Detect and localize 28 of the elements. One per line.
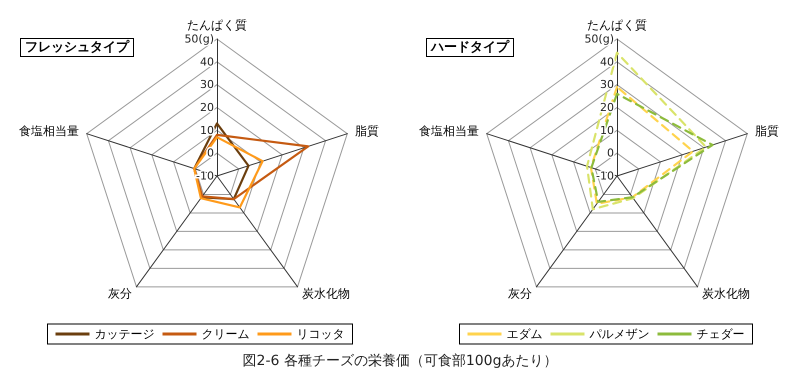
y-tick-label: 20: [200, 101, 214, 114]
spoke-label: 食塩相当量: [19, 124, 80, 138]
y-tick-label: 50(g): [584, 32, 614, 46]
legend-label: エダム: [506, 327, 542, 341]
spoke-label: たんぱく質: [187, 18, 247, 32]
spoke-label: たんぱく質: [587, 18, 647, 32]
y-tick-label: 0: [207, 146, 214, 160]
y-tick-label: 40: [200, 55, 214, 68]
spoke-label: 炭水化物: [702, 286, 750, 300]
y-tick-label: 30: [200, 78, 214, 92]
legend-label: パルメザン: [588, 327, 650, 341]
legend-label: チェダー: [696, 327, 744, 341]
spoke-label: 食塩相当量: [419, 124, 480, 138]
text: フレッシュタイプ: [25, 39, 130, 55]
spoke-label: 灰分: [508, 286, 532, 300]
legend-label: カッテージ: [94, 327, 154, 341]
legend-label: クリーム: [202, 327, 250, 341]
y-tick-label: 50(g): [184, 32, 214, 46]
y-tick-label: -10: [596, 170, 614, 182]
spoke-label: 灰分: [108, 286, 132, 300]
y-tick-label: 0: [607, 146, 614, 160]
legend-label: リコッタ: [296, 327, 344, 341]
text: ハードタイプ: [430, 39, 510, 55]
spoke-label: 脂質: [754, 124, 779, 138]
spoke-label: 脂質: [354, 124, 379, 138]
y-tick-label: 40: [600, 55, 614, 68]
caption: 図2-6 各種チーズの栄養価（可食部100gあたり）: [242, 352, 558, 370]
spoke-label: 炭水化物: [302, 286, 350, 300]
